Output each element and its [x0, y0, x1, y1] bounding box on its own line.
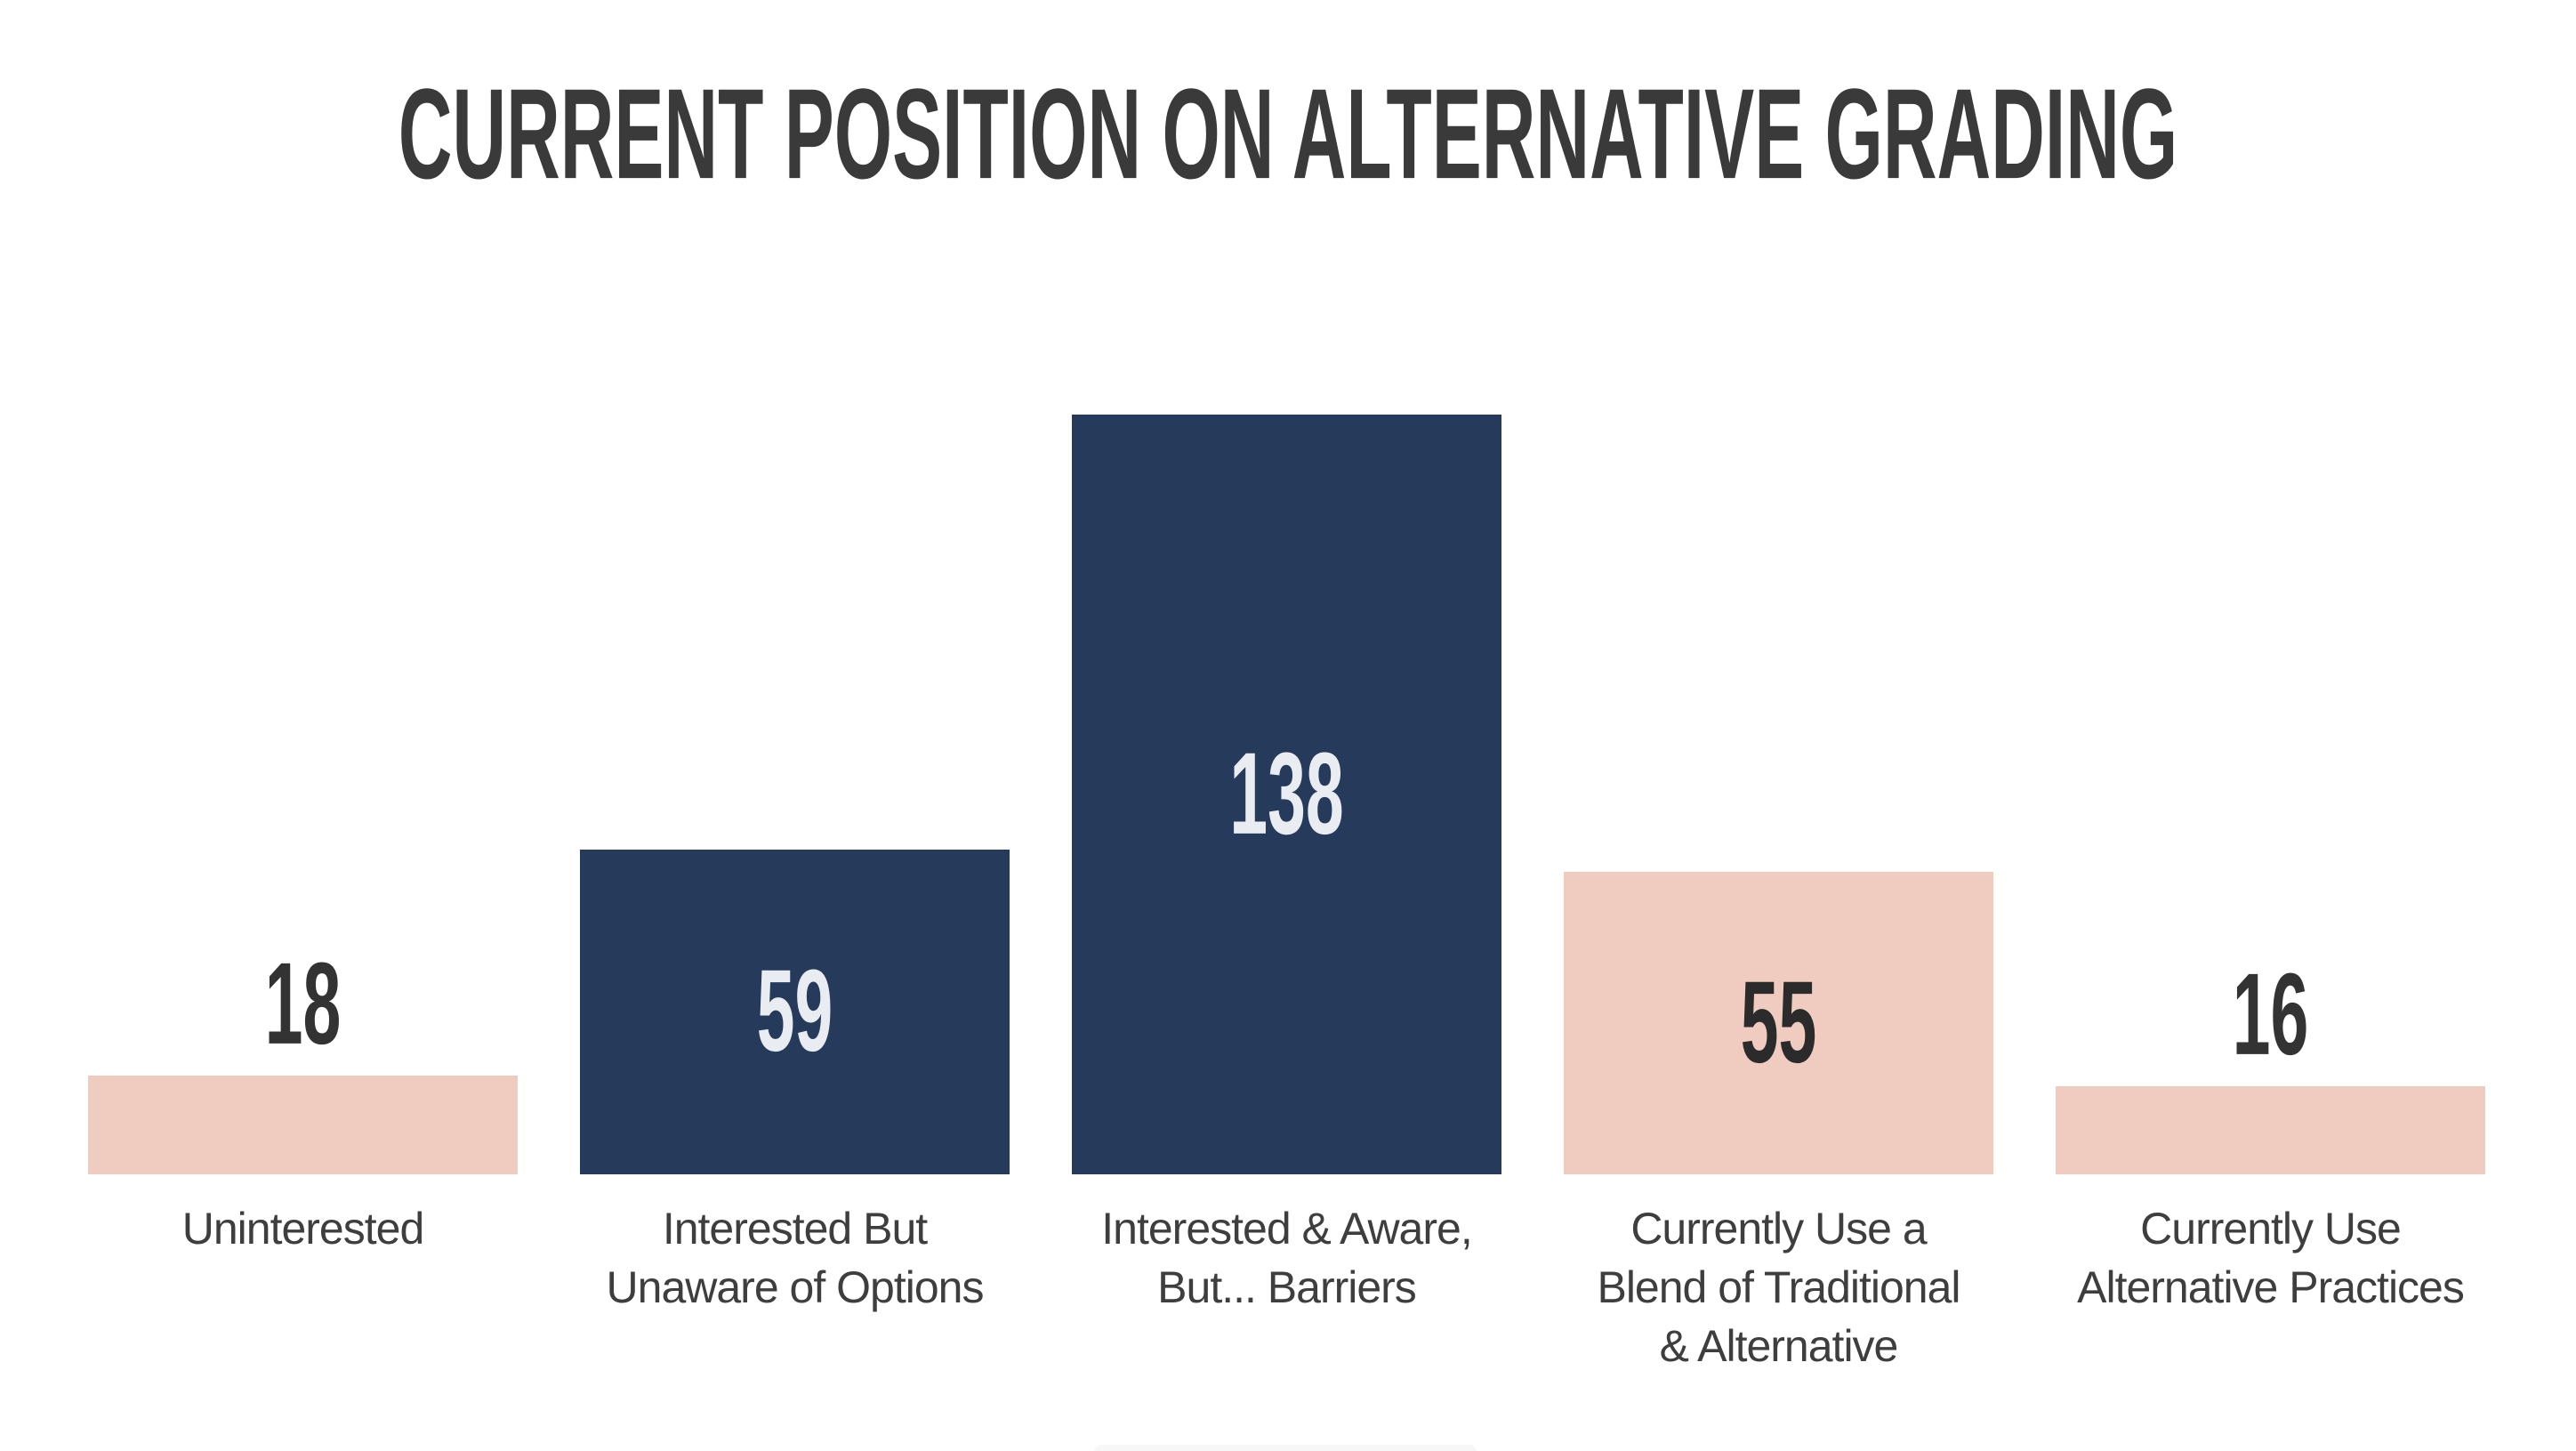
- bar-value-label: 59: [756, 946, 833, 1076]
- chart-title-text: CURRENT POSITION ON ALTERNATIVE GRADING: [398, 61, 2178, 206]
- bar: [88, 1076, 518, 1174]
- bar-category-label-line: Alternative Practices: [2077, 1262, 2465, 1312]
- bar: 59: [580, 850, 1010, 1174]
- bar-value-label: 18: [264, 939, 342, 1069]
- bar-category-label-line: Unaware of Options: [606, 1262, 985, 1312]
- bar: 138: [1072, 415, 1501, 1174]
- bar-category-label-line: Uninterested: [181, 1204, 425, 1254]
- bar-category-label-line: Interested & Aware,: [1101, 1204, 1472, 1254]
- bar-category-label-line: Currently Use: [2140, 1204, 2402, 1254]
- bottom-edge-strip: [1094, 1445, 1477, 1451]
- bar-value-label: 138: [1229, 729, 1344, 859]
- bar-category-label-line: Blend of Traditional: [1597, 1262, 1960, 1312]
- bar-category-label: Currently Use Alternative Practices: [2025, 1199, 2516, 1317]
- bar-value-label: 55: [1740, 957, 1817, 1088]
- bar-category-label: Interested & Aware, But... Barriers: [1041, 1199, 1533, 1317]
- bar-category-label-line: & Alternative: [1659, 1321, 1899, 1371]
- bar: [2056, 1086, 2485, 1174]
- bar-category-label-line: But... Barriers: [1157, 1262, 1417, 1312]
- bar: 55: [1564, 872, 1993, 1174]
- bar-category-label: Uninterested: [57, 1199, 549, 1258]
- bar-category-label-line: Interested But: [662, 1204, 928, 1254]
- bar-category-label: Currently Use a Blend of Traditional & Alt…: [1533, 1199, 2025, 1375]
- bar-value-label: 16: [2232, 949, 2309, 1080]
- bar-category-label-line: Currently Use a: [1630, 1204, 1927, 1254]
- chart-title: CURRENT POSITION ON ALTERNATIVE GRADING: [0, 69, 2576, 197]
- bar-category-label: Interested But Unaware of Options: [549, 1199, 1041, 1317]
